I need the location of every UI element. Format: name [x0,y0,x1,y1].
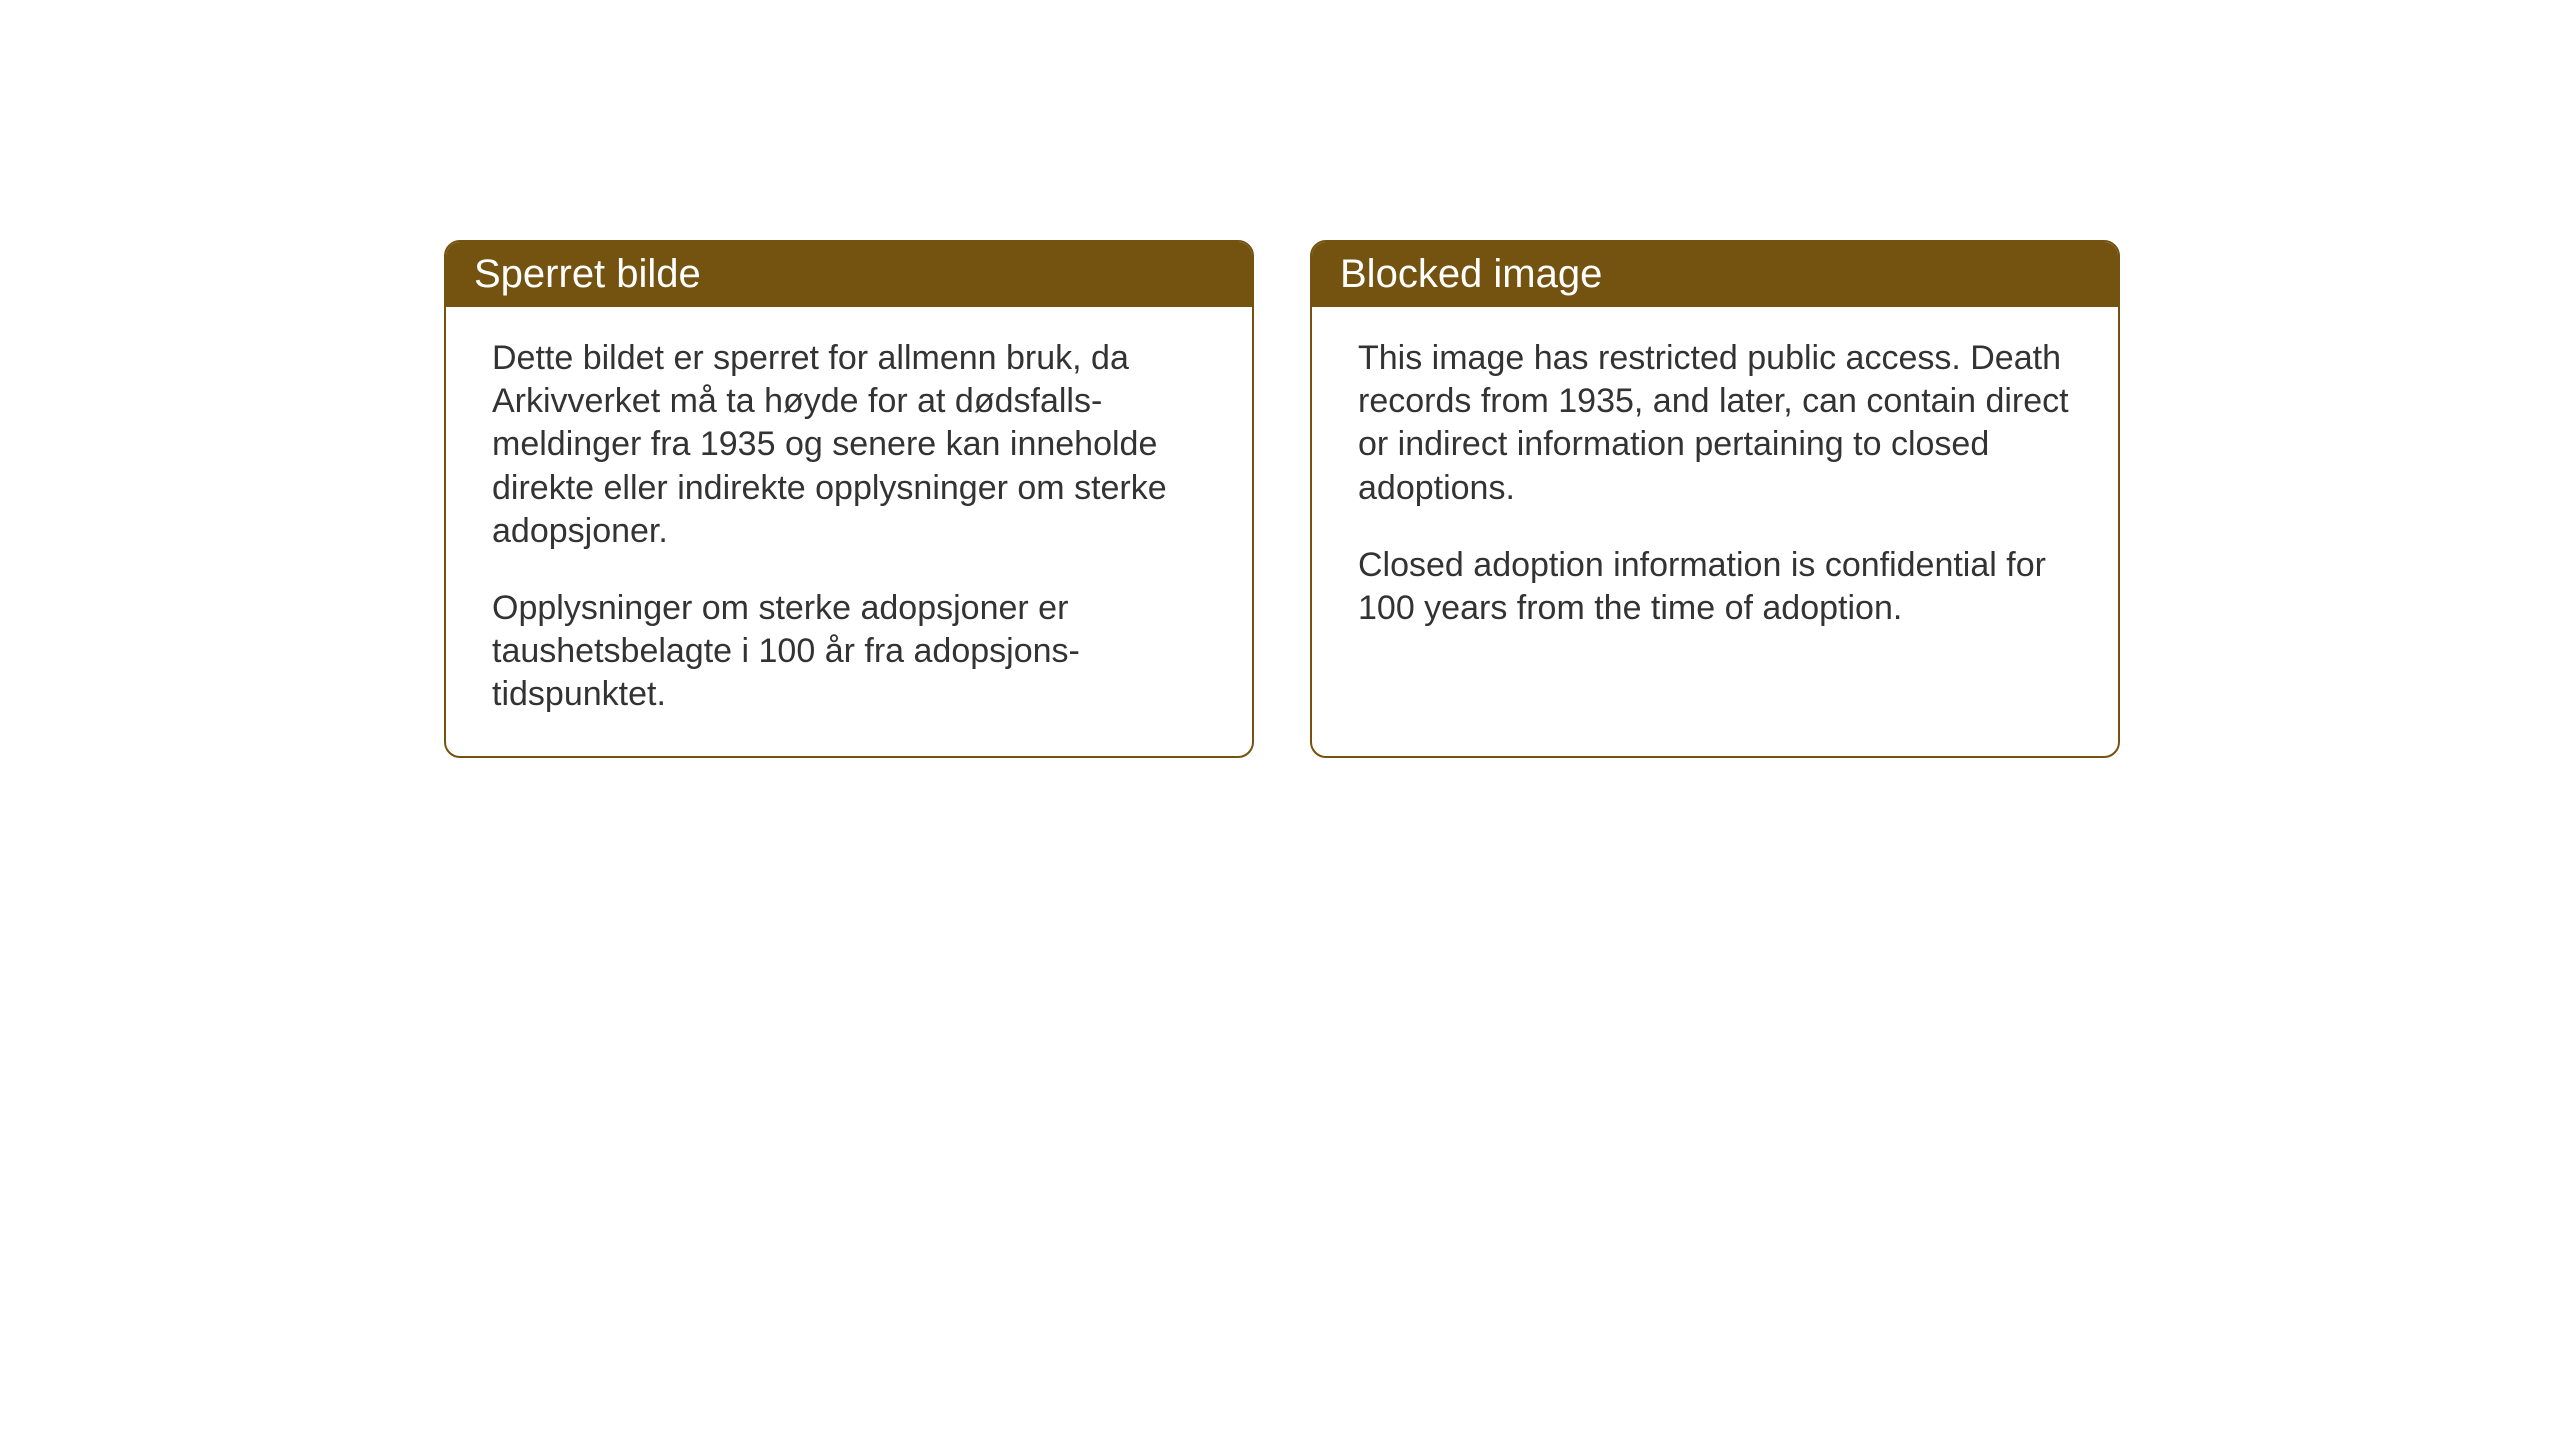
card-paragraph: Dette bildet er sperret for allmenn bruk… [492,337,1206,553]
card-body-english: This image has restricted public access.… [1312,307,2118,670]
card-body-norwegian: Dette bildet er sperret for allmenn bruk… [446,307,1252,756]
notice-card-norwegian: Sperret bilde Dette bildet er sperret fo… [444,240,1254,758]
card-paragraph: Closed adoption information is confident… [1358,544,2072,630]
card-paragraph: Opplysninger om sterke adopsjoner er tau… [492,587,1206,717]
card-title-norwegian: Sperret bilde [474,252,701,296]
notice-container: Sperret bilde Dette bildet er sperret fo… [444,240,2120,758]
card-header-english: Blocked image [1312,242,2118,307]
notice-card-english: Blocked image This image has restricted … [1310,240,2120,758]
card-title-english: Blocked image [1340,252,1602,296]
card-header-norwegian: Sperret bilde [446,242,1252,307]
card-paragraph: This image has restricted public access.… [1358,337,2072,510]
